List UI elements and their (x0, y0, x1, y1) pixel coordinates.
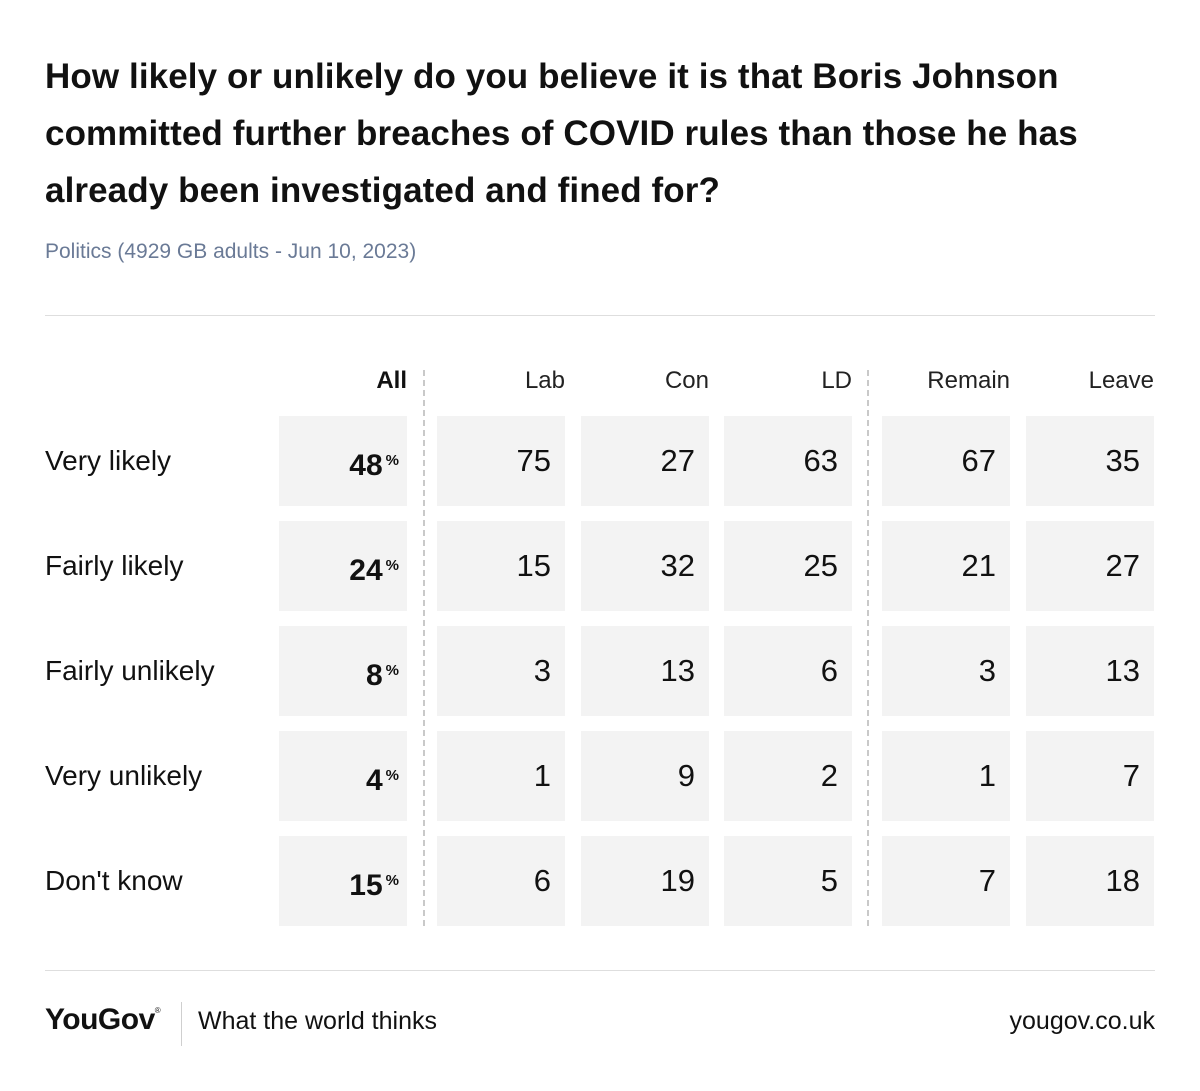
row-label: Fairly likely (45, 550, 184, 581)
footer-url[interactable]: yougov.co.uk (1009, 1007, 1155, 1035)
group-separator (423, 370, 425, 926)
cell-ld: 63 (724, 416, 852, 506)
cell-ld: 25 (724, 521, 852, 611)
top-divider (45, 315, 1155, 316)
cell-value: 8 (365, 659, 383, 692)
page-title: How likely or unlikely do you believe it… (45, 57, 1078, 210)
footer-tagline: What the world thinks (198, 1007, 437, 1035)
cell-lab: 3 (437, 626, 565, 716)
column-header-all: All (376, 367, 407, 394)
cell-con: 19 (581, 836, 709, 926)
bottom-divider (45, 970, 1155, 971)
row-label: Don't know (45, 865, 183, 896)
cell-leave: 18 (1026, 836, 1154, 926)
cell-all: 15% (279, 836, 407, 926)
cell-con: 27 (581, 416, 709, 506)
cell-all: 48% (279, 416, 407, 506)
percent-sign: % (385, 452, 399, 469)
cell-ld: 5 (724, 836, 852, 926)
cell-value: 48 (349, 449, 383, 482)
cell-lab: 1 (437, 731, 565, 821)
cell-lab: 6 (437, 836, 565, 926)
percent-sign: % (385, 557, 399, 574)
cell-all: 24% (279, 521, 407, 611)
column-header-ld: LD (821, 367, 852, 394)
cell-value: 24 (349, 554, 383, 587)
footer-divider (181, 1002, 182, 1046)
column-header-leave: Leave (1088, 367, 1154, 394)
cell-lab: 75 (437, 416, 565, 506)
cell-leave: 35 (1026, 416, 1154, 506)
cell-remain: 3 (882, 626, 1010, 716)
cell-con: 9 (581, 731, 709, 821)
cell-con: 32 (581, 521, 709, 611)
column-header-lab: Lab (524, 367, 565, 394)
cell-remain: 21 (882, 521, 1010, 611)
cell-lab: 15 (437, 521, 565, 611)
percent-sign: % (385, 872, 399, 889)
cell-remain: 7 (882, 836, 1010, 926)
cell-value: 15 (349, 869, 383, 902)
row-label: Fairly unlikely (45, 655, 215, 686)
cell-ld: 6 (724, 626, 852, 716)
row-label: Very likely (45, 445, 172, 476)
cell-leave: 7 (1026, 731, 1154, 821)
cell-con: 13 (581, 626, 709, 716)
percent-sign: % (385, 662, 399, 679)
logo-registered-mark: ® (154, 1006, 161, 1015)
cell-remain: 67 (882, 416, 1010, 506)
cell-remain: 1 (882, 731, 1010, 821)
column-header-con: Con (664, 367, 709, 394)
yougov-logo[interactable]: YouGov® (45, 1003, 161, 1037)
cell-all: 4% (279, 731, 407, 821)
cell-all: 8% (279, 626, 407, 716)
subtitle: Politics (4929 GB adults - Jun 10, 2023) (45, 240, 417, 263)
group-separator (867, 370, 869, 926)
percent-sign: % (385, 767, 399, 784)
cell-leave: 27 (1026, 521, 1154, 611)
cell-leave: 13 (1026, 626, 1154, 716)
column-header-remain: Remain (927, 367, 1010, 394)
logo-text: YouGov (45, 1003, 155, 1036)
cell-ld: 2 (724, 731, 852, 821)
cell-value: 4 (365, 764, 383, 797)
row-label: Very unlikely (45, 760, 203, 791)
